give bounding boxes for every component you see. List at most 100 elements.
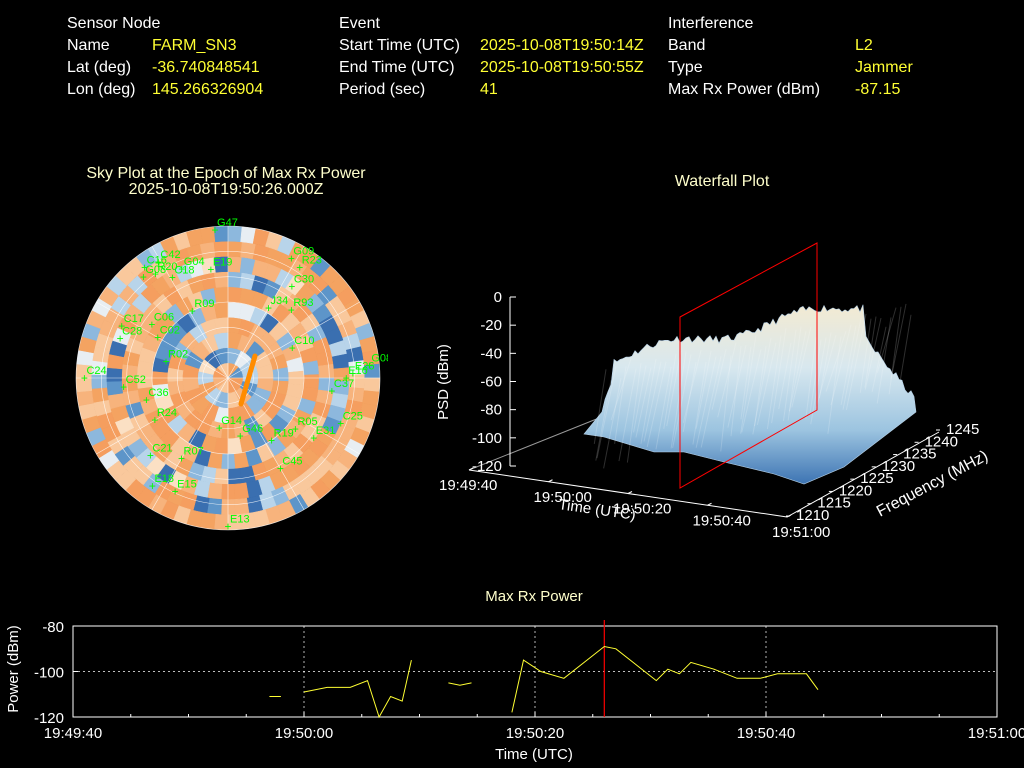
max-rx-trace — [448, 682, 472, 686]
sky-cell — [227, 240, 243, 258]
satellite-label: C02 — [160, 324, 180, 336]
waterfall-streak — [741, 349, 762, 433]
satellite-marker: +R09 — [189, 298, 215, 318]
satellite-marker: +E13 — [224, 514, 249, 534]
satellite-marker: +C37 — [328, 378, 354, 398]
skyplot-title: Sky Plot at the Epoch of Max Rx Power — [86, 165, 366, 182]
interference-type-label: Type — [668, 59, 703, 76]
satellite-plus: + — [337, 417, 344, 431]
satellite-plus: + — [343, 371, 350, 385]
satellite-marker: +C42 — [155, 249, 181, 269]
waterfall-streak — [871, 326, 887, 392]
satellite-marker: +C30 — [288, 274, 314, 294]
sensor-node-panel: Sensor Node Name FARM_SN3 Lat (deg) -36.74… — [67, 13, 263, 101]
waterfall-streak — [864, 317, 882, 390]
satellite-plus: + — [143, 393, 150, 407]
waterfall-streak — [888, 306, 902, 395]
event-end-value: 2025-10-08T19:50:55Z — [480, 59, 644, 76]
satellite-plus: + — [224, 520, 231, 534]
freq-tick-label: 1230 — [882, 458, 915, 475]
sky-cell — [302, 360, 320, 376]
satellite-plus: + — [81, 371, 88, 385]
waterfall-streak — [666, 350, 682, 427]
waterfall-streak — [682, 350, 702, 423]
waterfall-streak — [899, 314, 912, 380]
satellite-plus: + — [288, 303, 295, 317]
satellite-marker: +C21 — [147, 443, 173, 463]
satellite-label: E13 — [230, 514, 250, 526]
satellite-plus: + — [288, 280, 295, 294]
freq-tick-label: 1210 — [796, 507, 829, 524]
sky-cell — [91, 387, 109, 403]
max-rx-trace — [303, 659, 412, 719]
satellite-marker: +C45 — [277, 456, 303, 476]
interference-maxrx-value: -87.15 — [855, 81, 901, 98]
satellite-plus: + — [152, 267, 159, 281]
waterfall-streak — [663, 353, 677, 429]
satellite-plus: + — [141, 260, 148, 274]
event-start-value: 2025-10-08T19:50:14Z — [480, 37, 644, 54]
satellite-label: G47 — [217, 218, 238, 229]
satellite-marker: +E31 — [310, 425, 335, 445]
max-rx-ylabel: Power (dBm) — [5, 625, 22, 713]
freq-tick-label: 1220 — [839, 482, 872, 499]
max-rx-ytick-label: -120 — [34, 710, 64, 727]
satellite-label: C28 — [122, 326, 142, 338]
time-tick-label: 19:50:20 — [613, 501, 671, 518]
satellite-label: G04 — [184, 256, 205, 268]
interference-panel: Interference Band L2 Type Jammer Max Rx Po… — [668, 13, 913, 101]
satellite-marker: +G09 — [288, 246, 314, 266]
waterfall-streak — [717, 342, 737, 418]
waterfall-streak — [788, 331, 807, 412]
satellite-label: G08 — [145, 264, 166, 276]
satellite-marker: +C06 — [148, 312, 174, 332]
satellite-plus: + — [265, 301, 272, 315]
interference-heading: Interference — [668, 15, 754, 32]
sensor-lat-label: Lat (deg) — [67, 59, 132, 76]
z-tick-label: -100 — [472, 430, 502, 447]
sky-cell — [227, 271, 243, 288]
waterfall-streak — [695, 350, 712, 429]
satellite-marker: +C28 — [117, 326, 143, 346]
satellite-marker: +R02 — [163, 348, 189, 368]
satellite-plus: + — [268, 433, 275, 447]
satellite-marker: +G14 — [216, 415, 242, 435]
skyplot-title-block: Sky Plot at the Epoch of Max Rx Power 20… — [56, 166, 396, 198]
waterfall-streak — [830, 324, 852, 406]
satellite-marker: +J34 — [265, 295, 288, 315]
satellite-plus: + — [212, 223, 219, 237]
max-rx-xlabel: Time (UTC) — [495, 746, 573, 763]
satellite-label: C36 — [148, 387, 168, 399]
satellite-label: C37 — [334, 378, 354, 390]
skyplot-epoch: 2025-10-08T19:50:26.000Z — [128, 181, 324, 198]
satellite-plus: + — [120, 380, 127, 394]
satellite-label: C52 — [126, 374, 146, 386]
satellite-label: E15 — [177, 478, 197, 490]
sensor-name-value: FARM_SN3 — [152, 37, 237, 54]
satellite-plus: + — [328, 384, 335, 398]
satellite-label: C17 — [124, 313, 144, 325]
z-tick-label: -40 — [480, 345, 502, 362]
satellite-marker: +C18 — [169, 265, 195, 285]
freq-axis-line — [786, 431, 940, 518]
satellite-label: R07 — [184, 445, 204, 457]
interference-band-label: Band — [668, 37, 706, 54]
waterfall-streak — [626, 362, 642, 463]
interference-type-value: Jammer — [855, 59, 913, 76]
waterfall-streak — [596, 366, 617, 459]
sky-cell — [227, 468, 243, 485]
satellite-label: G14 — [221, 415, 242, 427]
satellite-plus: + — [155, 255, 162, 269]
waterfall-streak — [711, 349, 727, 410]
satellite-label: C06 — [154, 312, 174, 324]
max-rx-power-chart: Max Rx Power 19:49:40 19:50:00 19:50:20 19:5… — [5, 588, 1024, 763]
waterfall-streak — [603, 377, 622, 469]
satellite-plus: + — [140, 270, 147, 284]
sensor-lon-label: Lon (deg) — [67, 81, 136, 98]
sky-cell — [213, 271, 229, 288]
waterfall-streak — [845, 313, 867, 410]
waterfall-streak — [805, 337, 817, 419]
satellite-plus: + — [178, 262, 185, 276]
satellite-marker: +R93 — [288, 297, 314, 317]
satellite-marker: +G08 — [140, 264, 166, 284]
